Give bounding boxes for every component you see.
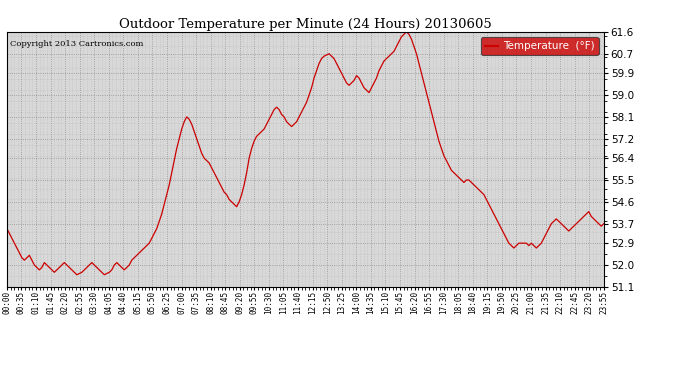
Title: Outdoor Temperature per Minute (24 Hours) 20130605: Outdoor Temperature per Minute (24 Hours…: [119, 18, 492, 31]
Text: Copyright 2013 Cartronics.com: Copyright 2013 Cartronics.com: [10, 39, 144, 48]
Legend: Temperature  (°F): Temperature (°F): [481, 37, 598, 56]
